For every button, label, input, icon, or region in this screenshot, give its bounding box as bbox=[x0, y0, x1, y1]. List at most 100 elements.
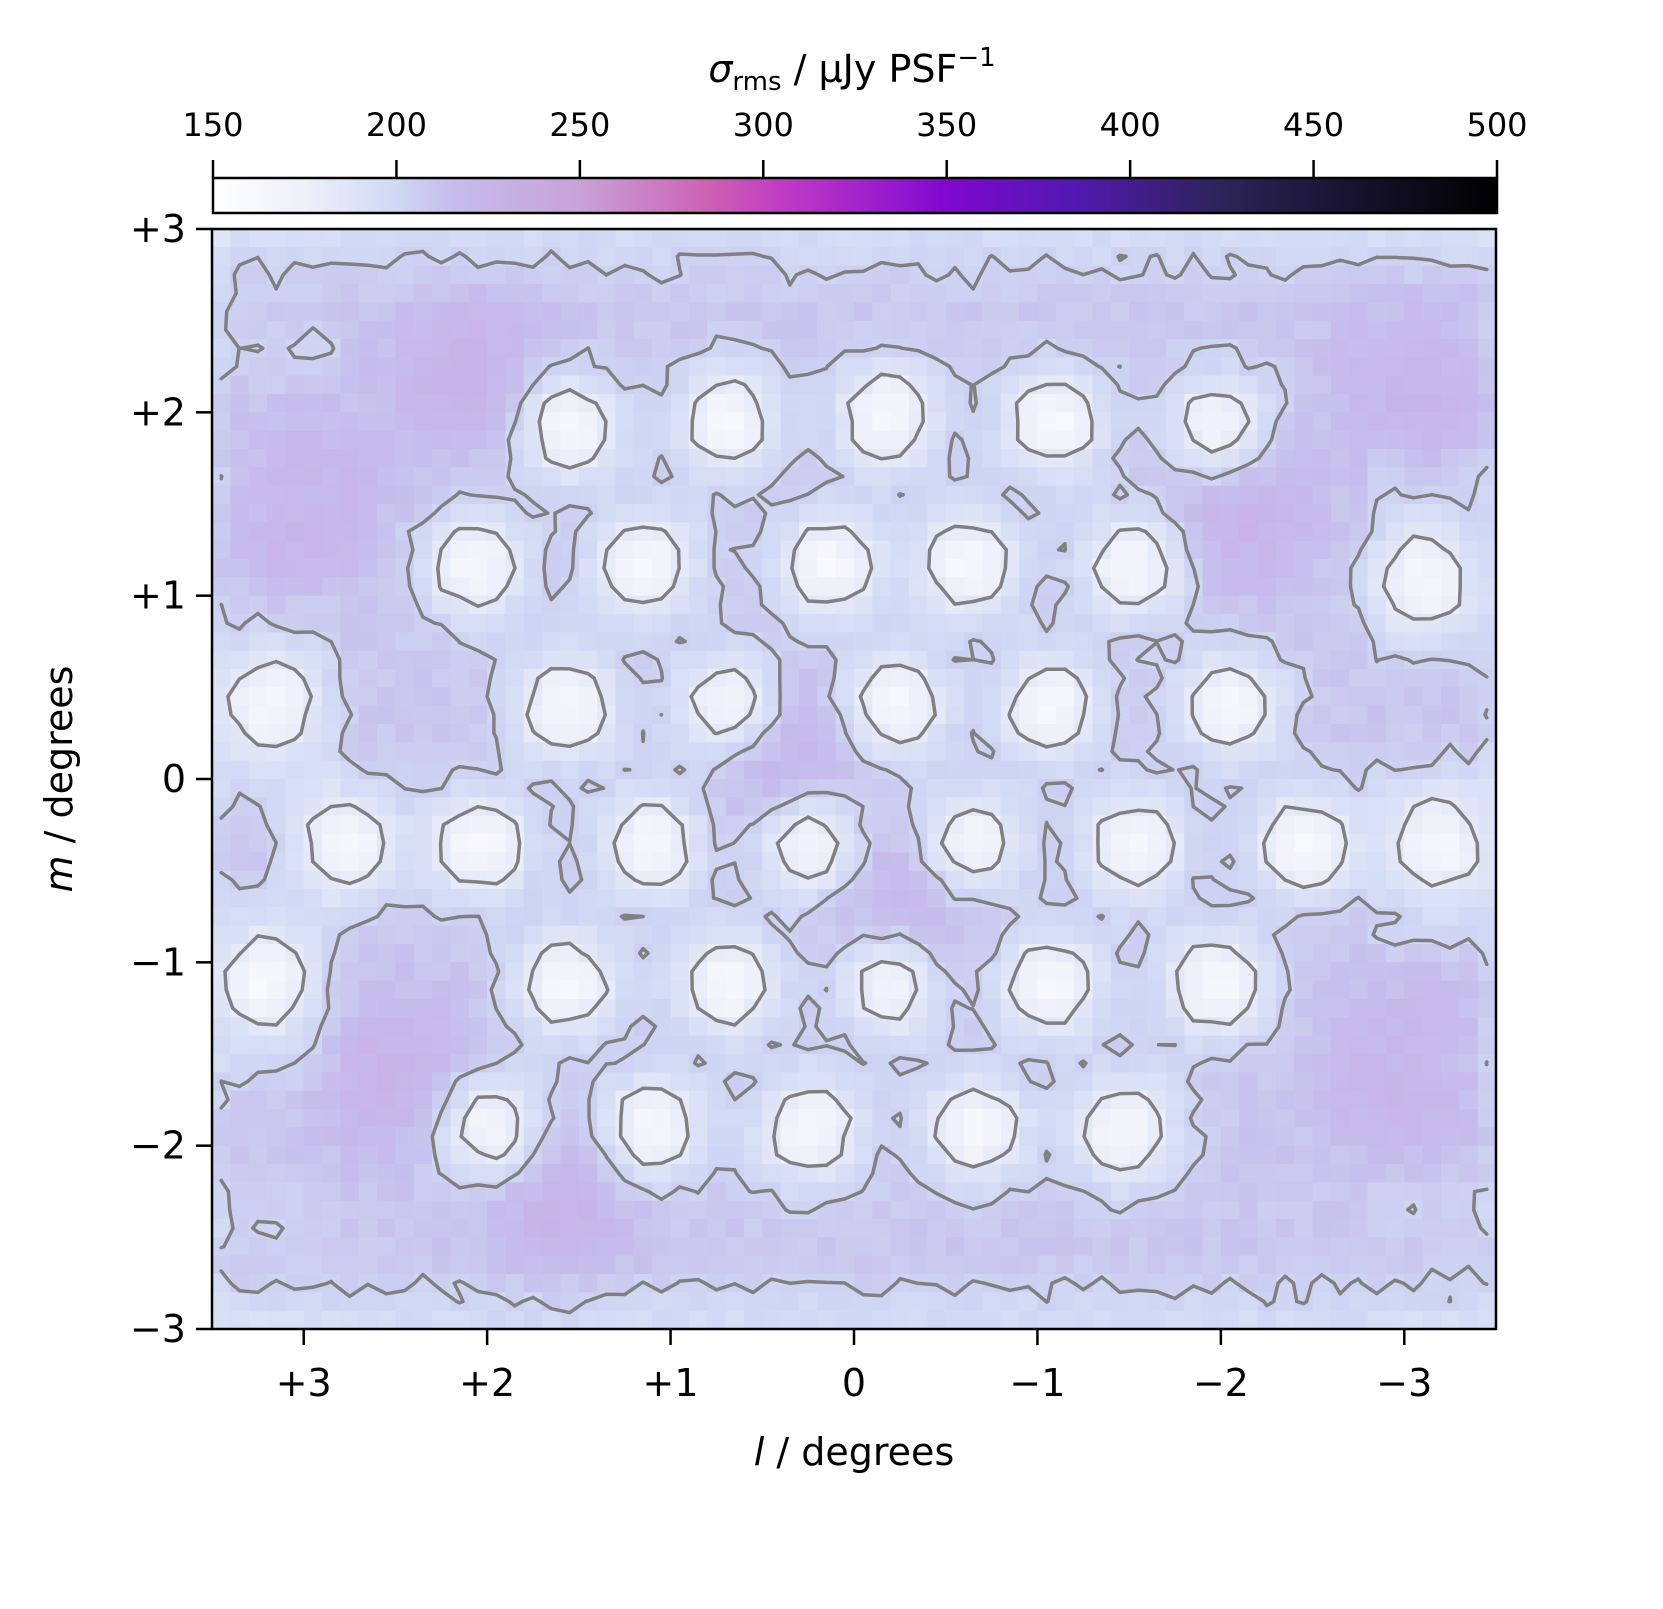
heatmap-cell bbox=[1404, 632, 1424, 652]
heatmap-cell bbox=[1294, 412, 1314, 432]
heatmap-cell bbox=[725, 1054, 745, 1073]
heatmap-cell bbox=[982, 1292, 1002, 1312]
heatmap-cell bbox=[377, 870, 396, 890]
heatmap-cell bbox=[212, 1035, 231, 1055]
heatmap-cell bbox=[945, 742, 965, 762]
heatmap-cell bbox=[432, 1017, 451, 1037]
heatmap-cell bbox=[652, 504, 672, 523]
heatmap-cell bbox=[432, 980, 451, 1000]
heatmap-cell bbox=[799, 724, 818, 743]
heatmap-cell bbox=[670, 375, 690, 395]
heatmap-cell bbox=[1275, 705, 1295, 725]
heatmap-cell bbox=[1404, 375, 1424, 395]
heatmap-cell bbox=[1074, 412, 1093, 432]
heatmap-cell bbox=[1074, 540, 1093, 560]
heatmap-cell bbox=[927, 504, 947, 523]
heatmap-cell bbox=[377, 467, 396, 487]
heatmap-cell bbox=[872, 1054, 892, 1073]
heatmap-cell bbox=[707, 797, 727, 817]
heatmap-cell bbox=[964, 559, 983, 578]
heatmap-cell bbox=[982, 394, 1002, 413]
heatmap-cell bbox=[688, 852, 708, 872]
heatmap-cell bbox=[578, 412, 598, 432]
heatmap-cell bbox=[1312, 1200, 1332, 1220]
heatmap-cell bbox=[1092, 320, 1112, 340]
heatmap-cell bbox=[1165, 247, 1185, 267]
heatmap-cell bbox=[1074, 339, 1093, 358]
heatmap-cell bbox=[212, 449, 231, 468]
heatmap-cell bbox=[340, 1182, 360, 1202]
heatmap-cell bbox=[1220, 705, 1240, 725]
heatmap-cell bbox=[1330, 320, 1350, 340]
heatmap-cell bbox=[1312, 284, 1332, 303]
heatmap-cell bbox=[964, 1237, 983, 1257]
heatmap-cell bbox=[523, 1219, 543, 1238]
heatmap-cell bbox=[615, 925, 635, 945]
heatmap-cell bbox=[1202, 504, 1222, 523]
heatmap-cell bbox=[340, 339, 360, 358]
heatmap-cell bbox=[1037, 430, 1057, 450]
heatmap-cell bbox=[248, 430, 268, 450]
heatmap-cell bbox=[835, 1310, 855, 1330]
heatmap-cell bbox=[945, 797, 965, 817]
heatmap-cell bbox=[1367, 1255, 1387, 1275]
heatmap-cell bbox=[322, 687, 341, 707]
heatmap-cell bbox=[1202, 357, 1222, 377]
heatmap-cell bbox=[1349, 229, 1369, 248]
heatmap-cell bbox=[1441, 1072, 1460, 1092]
heatmap-cell bbox=[597, 485, 617, 505]
heatmap-cell bbox=[762, 430, 782, 450]
heatmap-cell bbox=[322, 779, 341, 798]
heatmap-cell bbox=[762, 1127, 782, 1147]
heatmap-cell bbox=[267, 595, 286, 615]
heatmap-cell bbox=[633, 1164, 653, 1183]
heatmap-cell bbox=[542, 247, 562, 267]
heatmap-cell bbox=[505, 980, 525, 1000]
heatmap-cell bbox=[322, 430, 341, 450]
heatmap-cell bbox=[358, 834, 378, 853]
heatmap-cell bbox=[1055, 1292, 1075, 1312]
heatmap-cell bbox=[542, 302, 562, 322]
heatmap-cell bbox=[1441, 705, 1460, 725]
heatmap-cell bbox=[1202, 760, 1222, 780]
heatmap-cell bbox=[395, 229, 415, 248]
heatmap-cell bbox=[1239, 577, 1259, 597]
heatmap-cell bbox=[413, 430, 433, 450]
heatmap-cell bbox=[652, 412, 672, 432]
heatmap-cell bbox=[982, 614, 1002, 633]
heatmap-cell bbox=[248, 1182, 268, 1202]
heatmap-cell bbox=[652, 229, 672, 248]
heatmap-cell bbox=[707, 595, 727, 615]
heatmap-cell bbox=[505, 595, 525, 615]
heatmap-cell bbox=[743, 1017, 763, 1037]
heatmap-cell bbox=[1239, 265, 1259, 285]
heatmap-cell bbox=[927, 339, 947, 358]
heatmap-cell bbox=[1019, 687, 1038, 707]
heatmap-cell bbox=[652, 944, 672, 963]
heatmap-cell bbox=[1441, 394, 1460, 413]
heatmap-cell bbox=[633, 467, 653, 487]
heatmap-cell bbox=[1422, 1292, 1442, 1312]
heatmap-cell bbox=[267, 1237, 286, 1257]
heatmap-cell bbox=[432, 1035, 451, 1055]
heatmap-cell bbox=[1441, 925, 1460, 945]
heatmap-cell bbox=[762, 522, 782, 542]
heatmap-cell bbox=[413, 1072, 433, 1092]
heatmap-cell bbox=[1129, 284, 1148, 303]
heatmap-cell bbox=[909, 742, 928, 762]
heatmap-cell bbox=[267, 815, 286, 835]
heatmap-cell bbox=[1367, 430, 1387, 450]
heatmap-cell bbox=[1220, 320, 1240, 340]
heatmap-cell bbox=[303, 687, 323, 707]
heatmap-cell bbox=[212, 815, 231, 835]
heatmap-cell bbox=[1055, 724, 1075, 743]
heatmap-cell bbox=[1019, 852, 1038, 872]
heatmap-cell bbox=[872, 1237, 892, 1257]
heatmap-cell bbox=[652, 430, 672, 450]
heatmap-cell bbox=[432, 705, 451, 725]
heatmap-cell bbox=[1220, 650, 1240, 670]
heatmap-cell bbox=[578, 889, 598, 908]
heatmap-cell bbox=[450, 815, 470, 835]
heatmap-cell bbox=[1275, 339, 1295, 358]
heatmap-cell bbox=[340, 834, 360, 853]
